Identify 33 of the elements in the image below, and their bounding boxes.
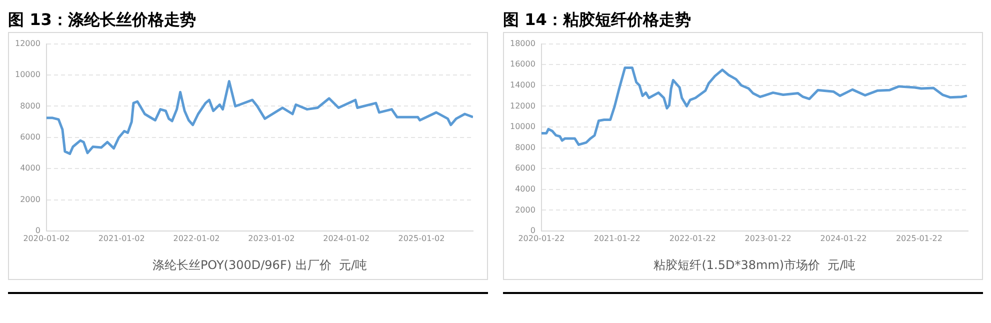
y-tick-label: 8000 bbox=[20, 101, 40, 110]
x-tick-label: 2023-01-22 bbox=[744, 234, 792, 243]
y-tick-label: 2000 bbox=[515, 205, 536, 214]
x-tick-label: 2024-01-02 bbox=[323, 234, 370, 243]
x-tick-label: 2022-01-22 bbox=[669, 234, 716, 243]
y-tick-label: 14000 bbox=[510, 80, 536, 90]
chart-title: 图 14：粘胶短纤价格走势 bbox=[503, 9, 692, 31]
y-tick-label: 8000 bbox=[515, 142, 536, 152]
y-tick-label: 0 bbox=[35, 226, 40, 236]
x-tick-label: 2021-01-22 bbox=[594, 234, 640, 243]
x-axis-title: 粘胶短纤(1.5D*38mm)市场价 元/吨 bbox=[654, 258, 856, 272]
x-tick-label: 2021-01-02 bbox=[98, 234, 145, 243]
y-tick-label: 0 bbox=[530, 226, 536, 236]
y-tick-label: 6000 bbox=[515, 164, 536, 173]
x-tick-label: 2020-01-02 bbox=[23, 234, 70, 243]
y-tick-label: 18000 bbox=[510, 38, 536, 48]
y-tick-label: 2000 bbox=[20, 194, 40, 204]
x-tick-label: 2020-01-22 bbox=[518, 234, 565, 243]
x-tick-label: 2022-01-02 bbox=[173, 234, 220, 243]
x-tick-label: 2025-01-22 bbox=[896, 234, 942, 243]
y-tick-label: 16000 bbox=[510, 60, 536, 69]
y-tick-label: 10000 bbox=[510, 122, 536, 132]
x-axis-title: 涤纶长丝POY(300D/96F) 出厂价 元/吨 bbox=[152, 258, 368, 272]
x-tick-label: 2023-01-02 bbox=[248, 234, 295, 243]
y-tick-label: 12000 bbox=[14, 38, 40, 48]
y-tick-label: 6000 bbox=[20, 132, 40, 142]
y-tick-label: 12000 bbox=[510, 101, 536, 110]
x-tick-label: 2024-01-22 bbox=[820, 234, 867, 243]
y-tick-label: 10000 bbox=[14, 70, 40, 80]
chart-title: 图 13：涤纶长丝价格走势 bbox=[8, 9, 197, 31]
y-tick-label: 4000 bbox=[20, 164, 40, 173]
y-tick-label: 4000 bbox=[515, 184, 536, 194]
x-tick-label: 2025-01-02 bbox=[398, 234, 445, 243]
